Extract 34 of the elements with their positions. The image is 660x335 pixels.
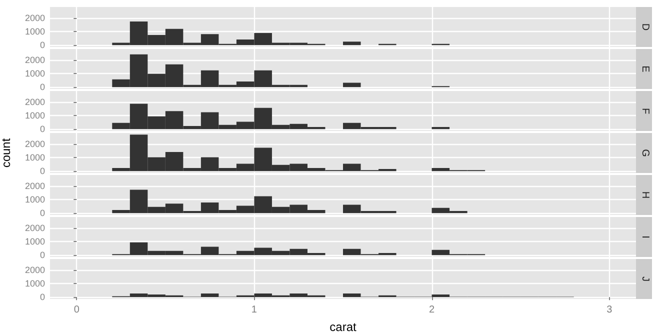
text: E <box>640 66 650 73</box>
y-tick-label: 2000 <box>24 13 45 24</box>
y-tick-label: 2000 <box>24 55 45 66</box>
text: G <box>640 149 650 158</box>
y-tick-label: 0 <box>40 40 45 50</box>
y-tick-label: 1000 <box>24 26 45 37</box>
y-tick-label: 1000 <box>24 152 45 163</box>
y-tick-label: 1000 <box>24 110 45 121</box>
y-tick-label: 0 <box>40 124 45 134</box>
y-axis-title: count <box>0 138 13 168</box>
x-tick-label: 1 <box>251 304 258 316</box>
y-tick-label: 1000 <box>24 278 45 289</box>
x-tick-label: 0 <box>74 304 80 316</box>
x-tick-label: 2 <box>429 304 436 316</box>
y-tick-label: 0 <box>40 208 45 218</box>
x-tick-label: 3 <box>606 304 613 316</box>
y-tick-label: 2000 <box>24 97 45 108</box>
y-tick-label: 2000 <box>24 265 45 276</box>
y-tick-label: 0 <box>40 166 45 176</box>
text: D <box>640 23 650 31</box>
y-tick-label: 1000 <box>24 194 45 205</box>
text: F <box>640 108 650 114</box>
y-tick-label: 2000 <box>24 181 45 192</box>
y-tick-label: 0 <box>40 292 45 302</box>
text: I <box>640 236 650 238</box>
x-axis-title: carat <box>330 320 357 334</box>
y-tick-label: 1000 <box>24 68 45 79</box>
text: J <box>640 276 650 282</box>
y-tick-label: 0 <box>40 250 45 260</box>
y-tick-label: 1000 <box>24 236 45 247</box>
y-tick-label: 2000 <box>24 139 45 150</box>
y-tick-label: 2000 <box>24 223 45 234</box>
text: H <box>640 191 650 199</box>
y-tick-label: 0 <box>40 82 45 92</box>
